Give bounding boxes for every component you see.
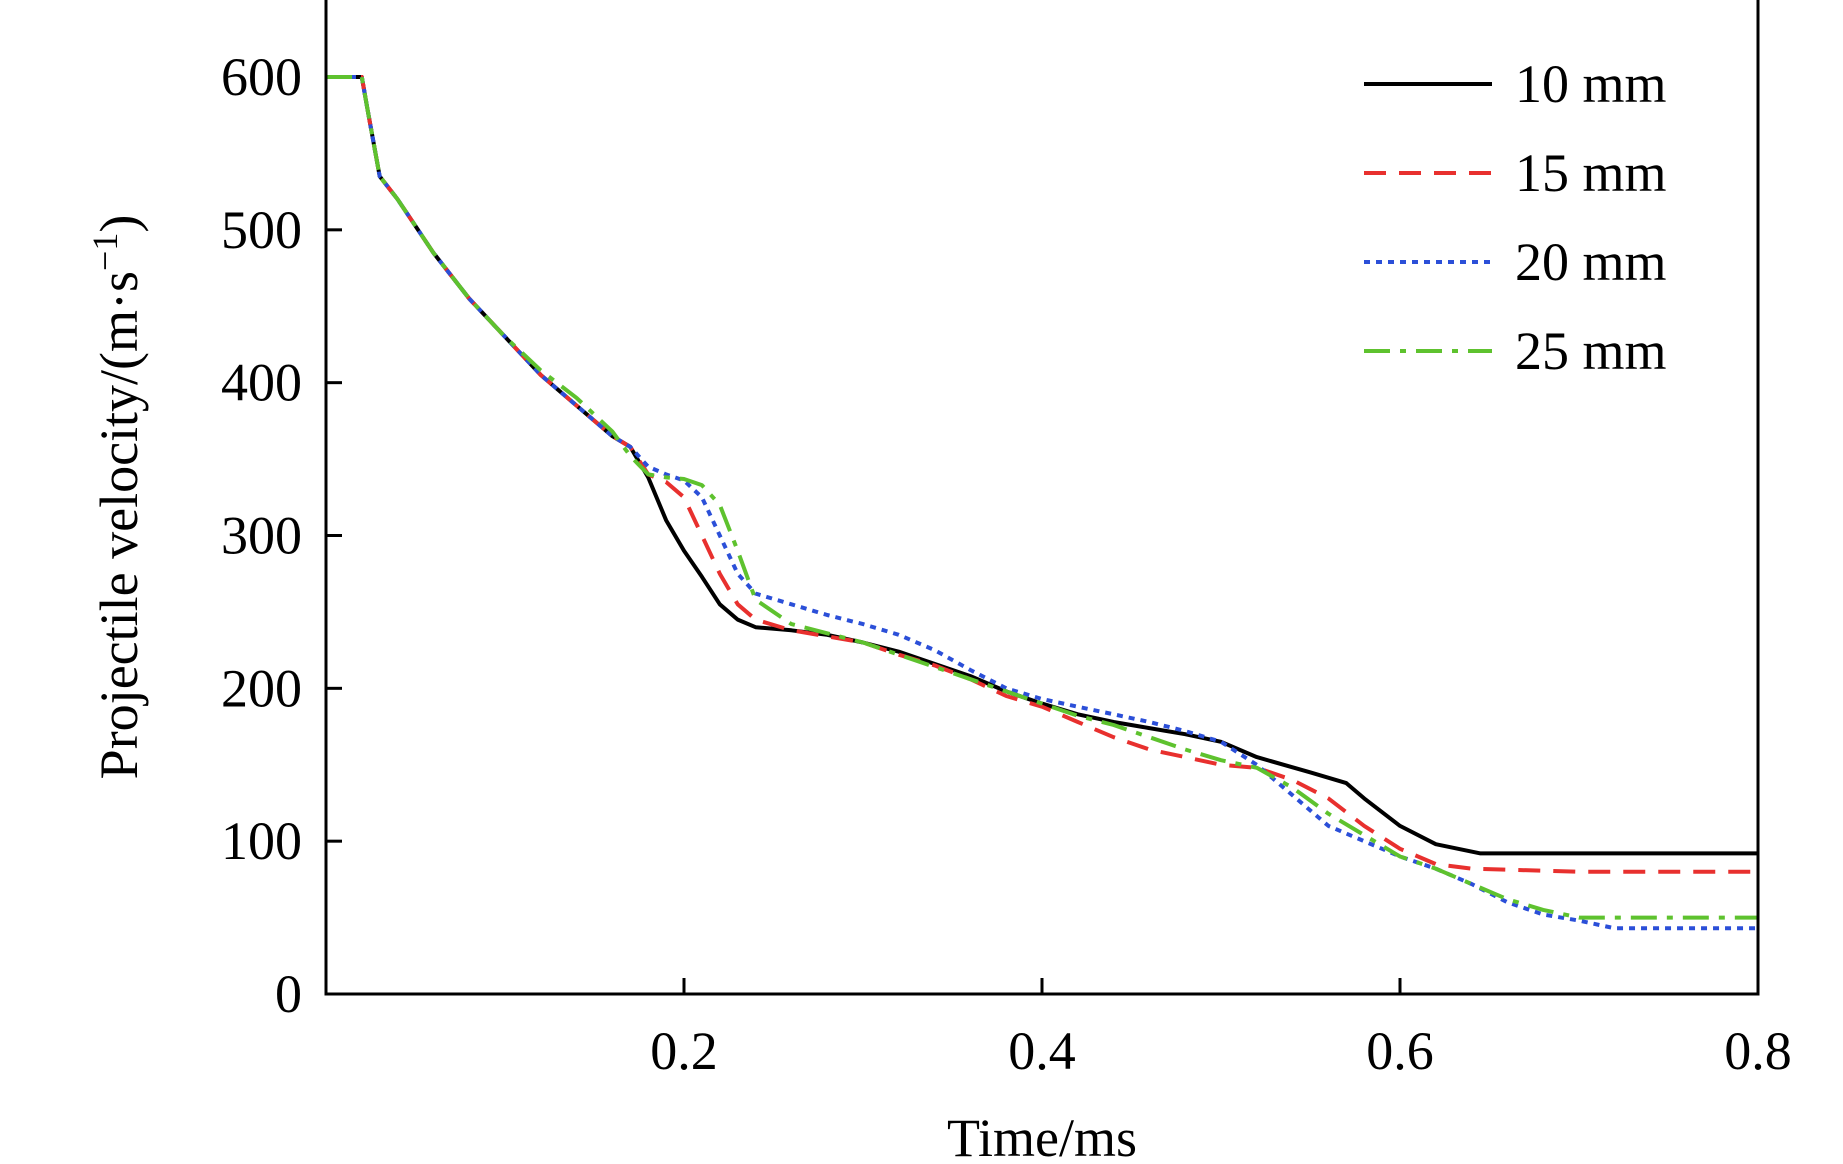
x-tick-label: 0.6 [1366,1021,1434,1081]
y-tick-labels: 0 100 200 300 400 500 600 [221,47,302,1024]
y-tick-label: 300 [221,506,302,566]
series-layer [326,75,1758,931]
legend-label: 10 mm [1515,54,1667,114]
series-line-20-mm [326,75,1758,931]
y-tick-label: 500 [221,200,302,260]
legend: 10 mm 15 mm 20 mm 25 mm [1364,54,1667,381]
x-tick-label: 0.8 [1724,1021,1792,1081]
legend-label: 15 mm [1515,143,1667,203]
x-tick-label: 0.4 [1008,1021,1076,1081]
y-tick-label: 200 [221,658,302,718]
plot-frame [324,0,1760,996]
y-tick-label: 400 [221,353,302,413]
axis-ticks [326,75,1760,996]
x-tick-label: 0.2 [650,1021,718,1081]
series-line-25-mm [326,75,1758,920]
y-axis-label-end: ) [89,215,149,233]
y-tick-label: 100 [221,811,302,871]
y-axis-label-main: Projectile velocity/(m·s [89,271,149,779]
x-tick-labels: 0.2 0.4 0.6 0.8 [650,1021,1792,1081]
y-tick-label: 600 [221,47,302,107]
legend-label: 20 mm [1515,232,1667,292]
legend-label: 25 mm [1515,321,1667,381]
y-axis-label-sup: −1 [85,233,125,271]
x-axis-label: Time/ms [947,1108,1137,1164]
y-axis-label: Projectile velocity/(m·s−1) [85,215,149,780]
y-tick-label: 0 [275,964,302,1024]
